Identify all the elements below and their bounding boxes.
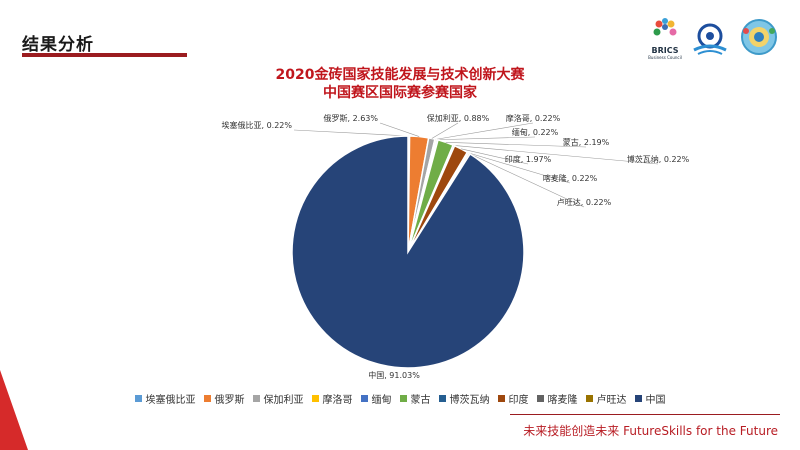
data-label: 印度, 1.97% <box>505 154 552 164</box>
label-leader-line <box>445 141 587 148</box>
legend-swatch <box>497 395 505 402</box>
data-label: 缅甸, 0.22% <box>512 127 559 137</box>
legend-swatch <box>134 395 142 402</box>
title-underline <box>22 53 187 57</box>
legend-swatch <box>634 395 642 402</box>
brics-logo-subtext: Business Council <box>648 55 682 60</box>
legend-label: 埃塞俄比亚 <box>145 395 196 406</box>
data-label: 保加利亚, 0.88% <box>427 113 490 123</box>
brics-flower-icon <box>653 18 677 36</box>
legend-item: 博茨瓦纳 <box>438 391 490 406</box>
legend-label: 摩洛哥 <box>322 395 353 406</box>
label-leader-line <box>379 122 420 137</box>
data-label: 中国, 91.03% <box>368 370 420 380</box>
label-leader-line <box>293 129 409 137</box>
label-leader-line <box>435 122 534 140</box>
page-title: 结果分析 <box>22 35 94 55</box>
legend-swatch <box>585 395 593 402</box>
data-label: 喀麦隆, 0.22% <box>543 173 598 183</box>
data-label: 蒙古, 2.19% <box>563 137 610 147</box>
brics-logo-text: BRICS <box>651 46 679 55</box>
label-leader-line <box>469 153 585 208</box>
legend-swatch <box>438 395 446 402</box>
data-label: 摩洛哥, 0.22% <box>506 113 561 123</box>
label-leader-line <box>437 136 536 141</box>
footer-slogan: 未来技能创造未来 FutureSkills for the Future <box>523 424 778 438</box>
legend-swatch <box>536 395 544 402</box>
emblem-icon <box>693 23 727 55</box>
legend-label: 博茨瓦纳 <box>449 395 490 406</box>
chart-legend: 埃塞俄比亚 俄罗斯 保加利亚 摩洛哥 缅甸 蒙古 博茨瓦纳 印度 喀麦隆 卢旺达 中国 <box>0 391 800 406</box>
legend-item: 卢旺达 <box>585 391 627 406</box>
legend-label: 缅甸 <box>371 395 392 406</box>
legend-label: 蒙古 <box>410 395 431 406</box>
legend-item: 保加利亚 <box>252 391 304 406</box>
data-label: 卢旺达, 0.22% <box>557 197 612 207</box>
legend-swatch <box>203 395 211 402</box>
data-label: 俄罗斯, 2.63% <box>324 113 379 123</box>
legend-item: 缅甸 <box>360 391 392 406</box>
competition-round-logo <box>740 18 778 60</box>
pie-slice <box>291 135 525 369</box>
legend-item: 俄罗斯 <box>203 391 245 406</box>
legend-item: 摩洛哥 <box>311 391 353 406</box>
label-leader-line <box>467 152 571 184</box>
footer-rule <box>510 414 780 415</box>
legend-swatch <box>360 395 368 402</box>
legend-label: 俄罗斯 <box>214 395 245 406</box>
data-label: 博茨瓦纳, 0.22% <box>627 154 690 164</box>
legend-label: 印度 <box>508 395 529 406</box>
round-emblem-icon <box>741 19 777 55</box>
legend-label: 卢旺达 <box>596 395 627 406</box>
legend-swatch <box>311 395 319 402</box>
legend-swatch <box>252 395 260 402</box>
legend-item: 喀麦隆 <box>536 391 578 406</box>
legend-item: 中国 <box>634 391 666 406</box>
label-leader-line <box>453 145 659 165</box>
legend-item: 印度 <box>497 391 529 406</box>
legend-label: 喀麦隆 <box>547 395 578 406</box>
chart-subtitle: 中国赛区国际赛参赛国家 <box>323 85 477 101</box>
label-leader-line <box>431 122 459 139</box>
legend-item: 埃塞俄比亚 <box>134 391 196 406</box>
legend-label: 保加利亚 <box>263 395 304 406</box>
skills-emblem-logo <box>690 20 730 60</box>
corner-decoration <box>0 370 28 450</box>
data-label: 埃塞俄比亚, 0.22% <box>222 120 293 130</box>
legend-item: 蒙古 <box>399 391 431 406</box>
brics-logo: BRICS Business Council <box>648 18 682 60</box>
chart-title: 2020金砖国家技能发展与技术创新大赛 <box>275 67 525 83</box>
legend-swatch <box>399 395 407 402</box>
legend-label: 中国 <box>645 395 666 406</box>
label-leader-line <box>461 148 529 165</box>
